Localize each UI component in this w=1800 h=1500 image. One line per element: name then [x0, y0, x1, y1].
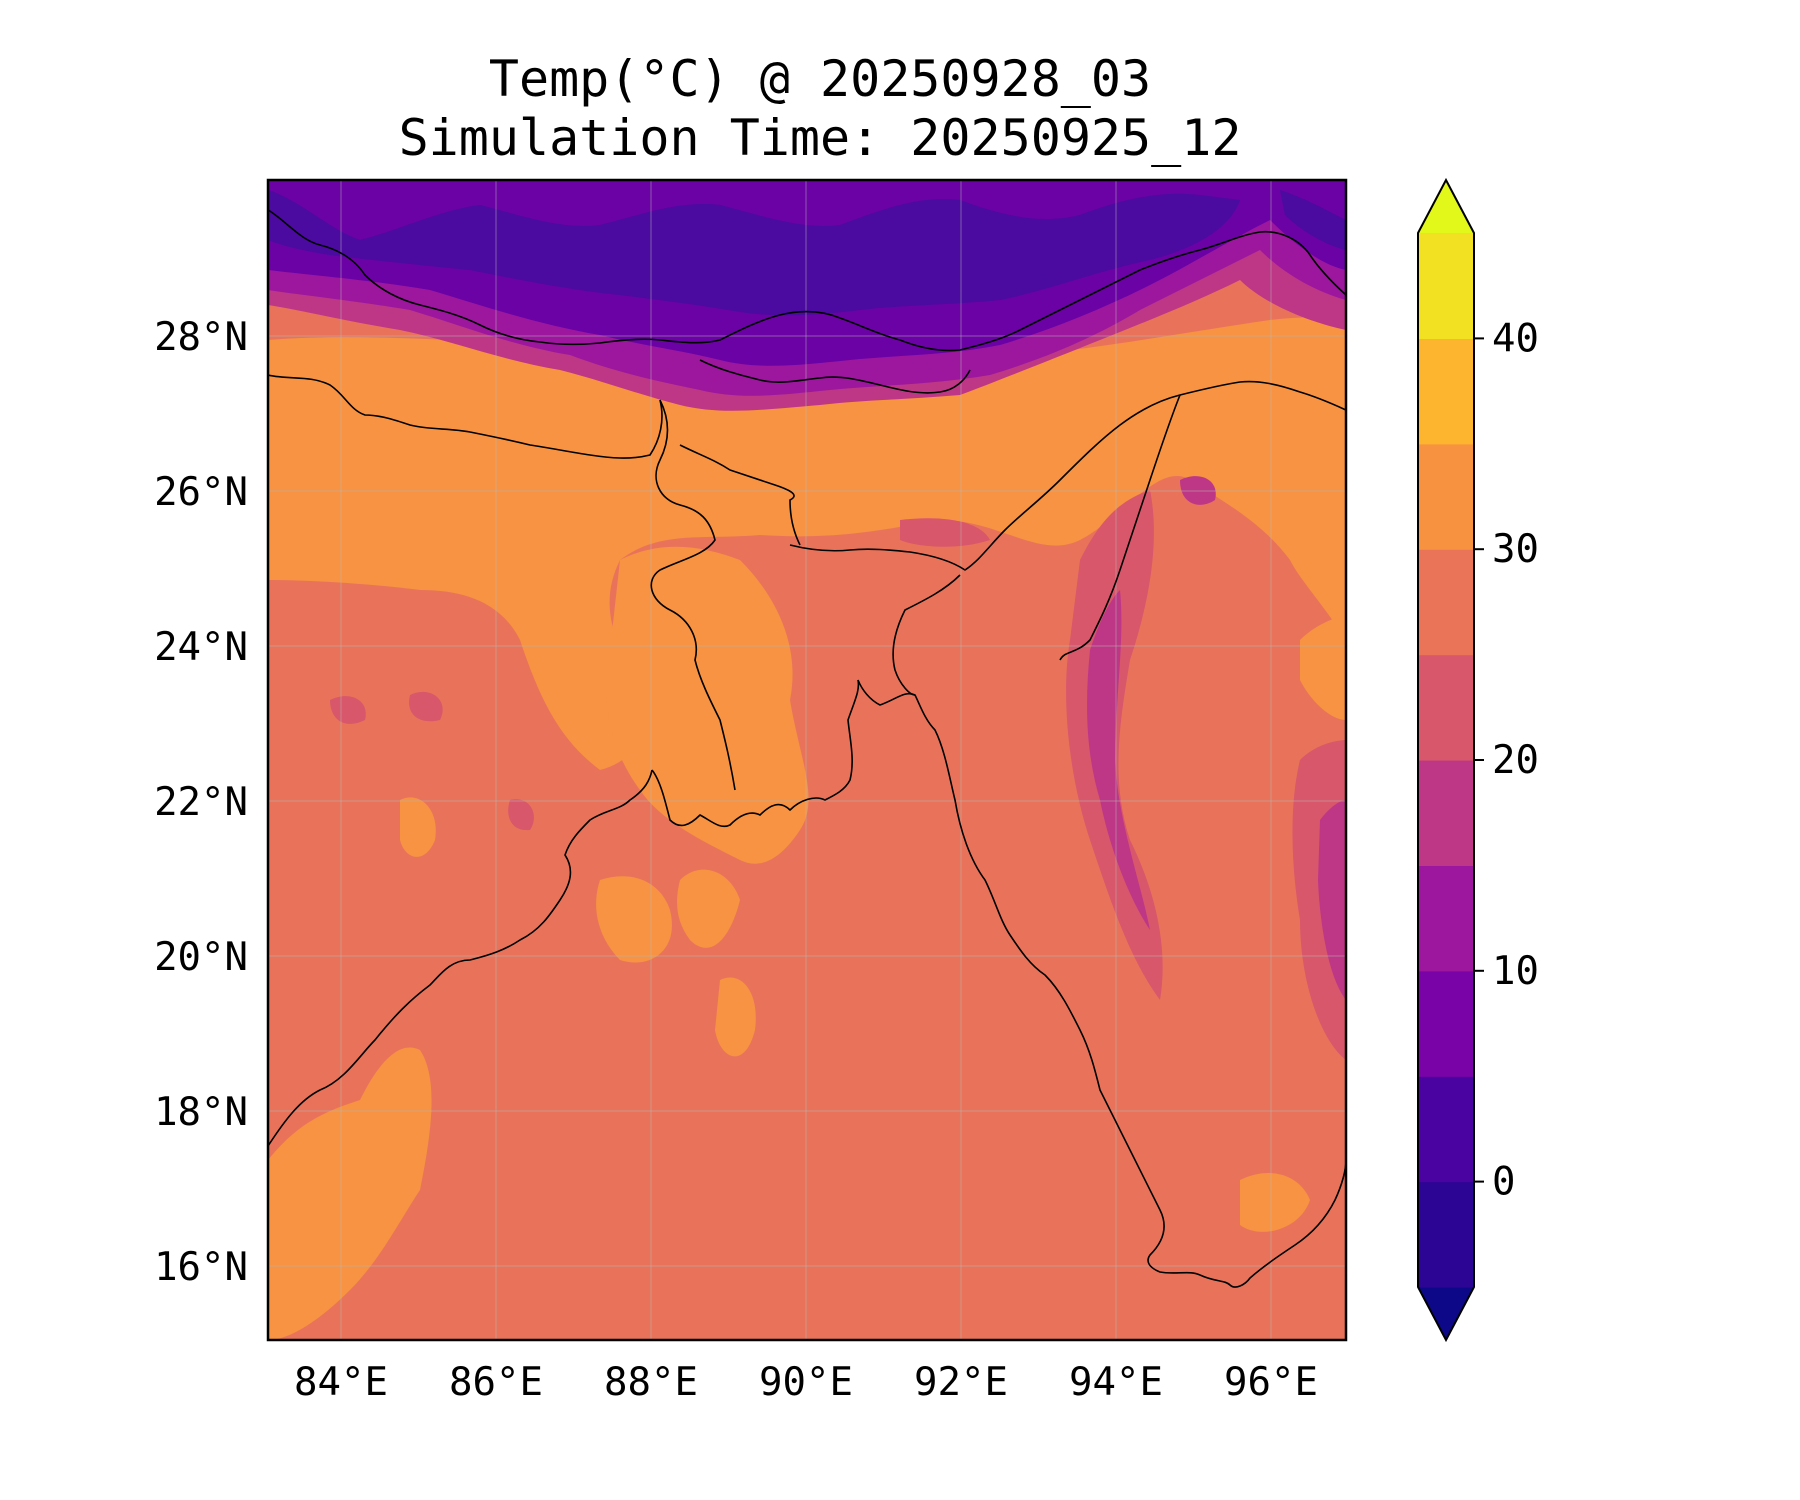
colorbar-tick-label: 10 — [1492, 949, 1539, 994]
x-tick-label: 90°E — [759, 1360, 853, 1405]
colorbar: 0 10 20 30 40 — [1417, 177, 1539, 1343]
colorbar-band — [1418, 233, 1474, 339]
x-tick-label: 92°E — [914, 1360, 1008, 1405]
y-tick-label: 18°N — [154, 1090, 248, 1135]
colorbar-tick-label: 0 — [1492, 1160, 1515, 1205]
colorbar-tick-label: 30 — [1492, 527, 1539, 572]
assam-valley-border — [789, 380, 1346, 571]
y-tick-label: 22°N — [154, 780, 248, 825]
latitude-tick-labels: 16°N 18°N 20°N 22°N 24°N 26°N 28°N — [154, 315, 248, 1290]
colorbar-extend-under — [1418, 1287, 1474, 1340]
colorbar-tick-label: 40 — [1492, 316, 1539, 361]
bangladesh-coastline — [651, 679, 860, 828]
colorbar-extend-over — [1418, 180, 1474, 233]
colorbar-tick-label: 20 — [1492, 738, 1539, 783]
x-tick-label: 84°E — [294, 1360, 388, 1405]
bangladesh-east-border — [892, 574, 961, 696]
coastlines-and-borders — [268, 209, 1346, 1288]
x-tick-label: 86°E — [449, 1360, 543, 1405]
bhutan-assam-border — [699, 359, 971, 394]
colorbar-band — [1418, 970, 1474, 1077]
longitude-tick-labels: 84°E 86°E 88°E 90°E 92°E 94°E 96°E — [294, 1360, 1318, 1405]
y-tick-label: 16°N — [154, 1245, 248, 1290]
figure-title-line-2: Simulation Time: 20250925_12 — [399, 109, 1242, 167]
y-tick-label: 24°N — [154, 625, 248, 670]
colorbar-band — [1418, 443, 1474, 550]
colorbar-band — [1418, 654, 1474, 761]
himalaya-border — [268, 209, 1346, 352]
temperature-field-cool-regions — [1087, 476, 1346, 1000]
x-tick-label: 88°E — [604, 1360, 698, 1405]
colorbar-outline — [1417, 177, 1475, 1343]
x-tick-label: 94°E — [1069, 1360, 1163, 1405]
y-tick-label: 26°N — [154, 470, 248, 515]
colorbar-band — [1418, 760, 1474, 866]
y-tick-label: 28°N — [154, 315, 248, 360]
map-panel — [268, 180, 1346, 1340]
x-tick-label: 96°E — [1224, 1360, 1318, 1405]
temperature-field-hot-regions — [268, 317, 1346, 1340]
map-gridlines — [268, 180, 1346, 1340]
colorbar-band — [1418, 1076, 1474, 1183]
colorbar-band — [1418, 1181, 1474, 1288]
figure-title-line-1: Temp(°C) @ 20250928_03 — [489, 50, 1151, 108]
colorbar-band — [1418, 338, 1474, 445]
myanmar-india-border — [1059, 394, 1181, 661]
y-tick-label: 20°N — [154, 935, 248, 980]
map-frame — [266, 178, 1348, 1342]
colorbar-band — [1418, 549, 1474, 656]
bangladesh-west-border — [650, 399, 736, 791]
temperature-field-coldest-patches — [268, 190, 1346, 316]
india-east-coastline — [268, 769, 653, 1147]
nepal-border — [268, 374, 663, 459]
bangladesh-north-border — [679, 444, 801, 546]
india-myanmar-bangladesh-border — [857, 679, 1346, 1288]
colorbar-band — [1418, 865, 1474, 972]
